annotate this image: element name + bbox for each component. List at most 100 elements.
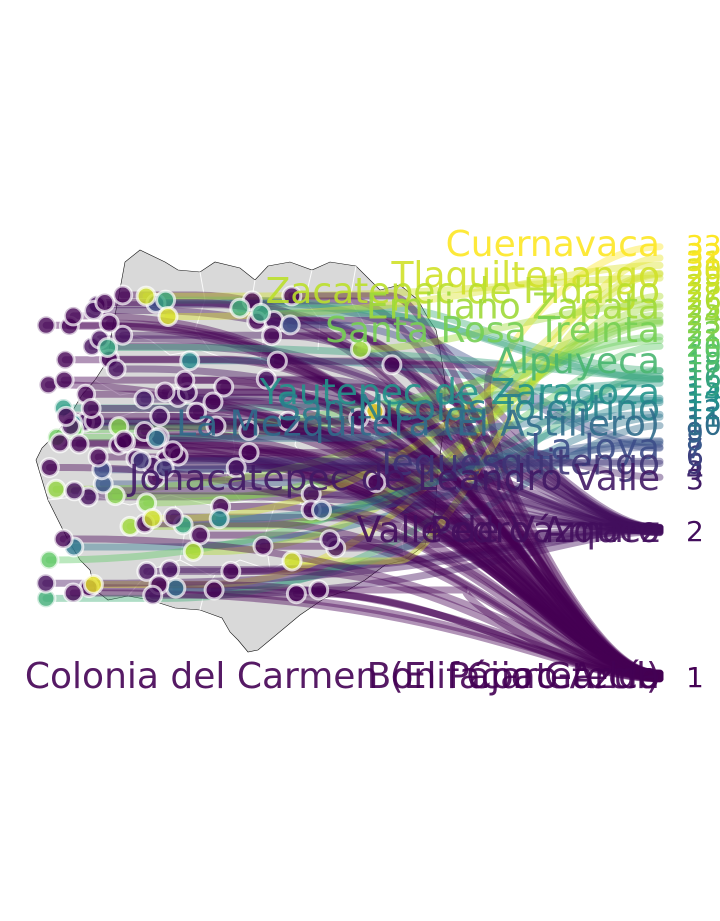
flow-line [87, 405, 664, 678]
rank-label: 9 [686, 416, 704, 449]
place-label: Alpuyeca [494, 341, 660, 382]
flow-line [89, 254, 664, 588]
flow-line [143, 526, 664, 575]
rank-label: 8 [686, 424, 704, 457]
place-label: San Nicolás Tolentino [278, 388, 660, 429]
data-point [365, 471, 387, 493]
flow-line [42, 321, 664, 677]
data-point [68, 433, 90, 455]
flow-line [215, 399, 664, 523]
rank-label: 2 [686, 515, 704, 548]
data-point [229, 297, 251, 319]
place-label: Valle de Vázquez [357, 510, 660, 551]
rank-label: 29 [686, 260, 720, 293]
data-point [112, 284, 134, 306]
rank-label: 12 [686, 393, 720, 426]
flow-line [70, 333, 664, 433]
rank-label: 27 [686, 276, 720, 309]
flow-line [372, 478, 664, 680]
rank-label: 19 [686, 338, 720, 371]
flow-line [65, 322, 664, 679]
flow-line [169, 447, 664, 677]
data-point [277, 410, 299, 432]
flow-line [248, 297, 664, 679]
flow-line [388, 361, 664, 678]
flow-line [46, 464, 664, 681]
rank-label: 22 [686, 315, 720, 348]
data-point [141, 508, 163, 529]
flow-line [148, 461, 664, 536]
data-point [381, 354, 403, 376]
flow-line [371, 243, 664, 416]
flow-line [149, 528, 664, 599]
data-point [279, 314, 301, 336]
flow-line [284, 417, 664, 679]
flow-line [270, 317, 664, 537]
flow-line [115, 441, 664, 678]
rank-label: 17 [686, 354, 720, 387]
flow-line [141, 520, 664, 682]
flow-line [75, 440, 664, 679]
data-point [266, 350, 288, 372]
data-point [153, 458, 175, 480]
data-point [250, 302, 272, 324]
flow-line [220, 383, 664, 679]
flow-line [245, 426, 664, 682]
data-point [62, 305, 84, 327]
flow-line [174, 393, 664, 534]
data-point [202, 391, 224, 413]
data-point [98, 312, 120, 334]
data-point [311, 499, 332, 521]
flow-line [169, 513, 664, 532]
flow-line [307, 506, 664, 677]
data-point [35, 572, 57, 594]
data-point [97, 337, 119, 358]
data-point [159, 559, 181, 581]
rank-label: 33 [686, 229, 720, 262]
flow-line [70, 487, 664, 535]
flow-line [189, 292, 664, 555]
data-point [52, 528, 74, 550]
data-point [39, 457, 60, 478]
flow-line [148, 269, 664, 522]
flow-line [59, 379, 664, 412]
flow-line [155, 433, 664, 532]
flow-line [172, 422, 664, 592]
flow-line [162, 455, 664, 679]
data-point [38, 549, 60, 571]
flow-line [356, 300, 664, 353]
place-label: La Mezquitera (El Astillero) [176, 403, 660, 444]
flow-line [227, 567, 664, 681]
rank-label: 18 [686, 346, 720, 379]
flow-line [60, 376, 664, 681]
flow-line [288, 292, 664, 678]
flow-line [42, 367, 664, 602]
data-point [203, 579, 225, 601]
data-point [62, 582, 84, 604]
data-point [179, 350, 201, 372]
data-point [349, 338, 371, 360]
flow-line [52, 311, 664, 493]
flow-line [56, 439, 664, 678]
data-point [105, 358, 127, 380]
data-point [252, 535, 274, 557]
data-point [208, 508, 230, 530]
data-point [281, 550, 303, 572]
place-label: Coatetelco [466, 656, 660, 697]
flow-line [307, 490, 664, 533]
data-point [205, 415, 227, 437]
data-point [135, 285, 157, 307]
data-point [54, 349, 76, 371]
place-label: Bonifacio García [367, 656, 660, 697]
rank-label: 24 [686, 299, 720, 332]
flow-line [119, 291, 664, 680]
data-point [80, 398, 102, 419]
flow-line [288, 270, 664, 565]
flow-line [111, 316, 664, 500]
flow-line [85, 584, 664, 680]
place-label: La Joya [530, 427, 660, 468]
flow-line [69, 312, 664, 679]
data-point [63, 480, 85, 502]
data-point [162, 440, 184, 462]
rank-label: 20 [686, 330, 720, 363]
